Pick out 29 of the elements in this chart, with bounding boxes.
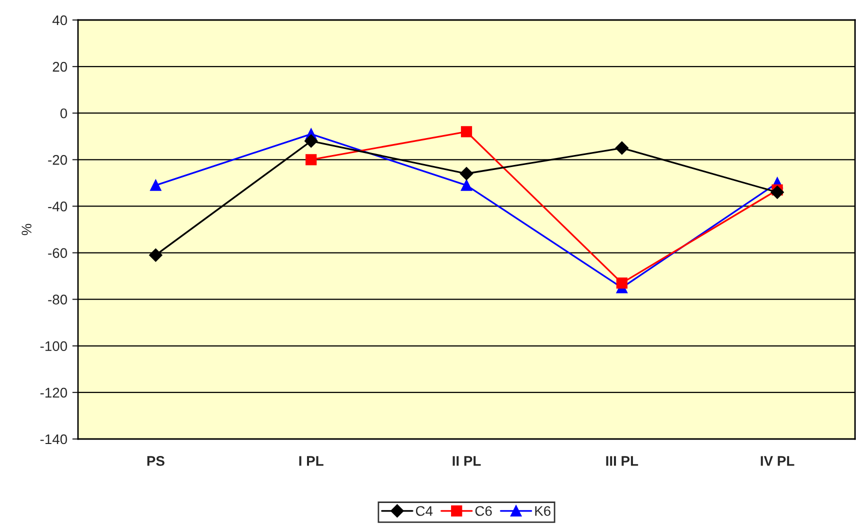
y-tick-label: 20 [52,62,68,72]
point [460,180,472,191]
point [615,141,628,155]
x-tick-label: IV PL [760,456,794,466]
y-tick-label: -40 [48,202,68,212]
y-tick-label: -120 [40,388,68,398]
point [460,167,474,180]
y-axis-title: % [22,224,32,236]
point [150,180,162,191]
y-tick-label: 40 [52,15,68,26]
point [304,134,318,148]
legend-label: C4 [416,506,433,516]
y-tick-label: -60 [48,248,68,258]
y-tick-label: 0 [60,108,68,118]
legend-label: C6 [475,506,492,516]
x-tick-label: I PL [299,456,324,466]
legend-label: K6 [535,506,550,516]
y-tick-label: -20 [48,155,68,165]
y-tick-label: -140 [40,434,68,444]
point [460,126,472,138]
x-tick-label: III PL [606,456,638,466]
point [149,248,162,262]
point [616,277,628,289]
y-tick-label: -80 [48,294,68,305]
point [770,186,784,199]
x-tick-label: PS [147,456,164,466]
x-tick-label: II PL [452,456,481,466]
point [306,154,317,166]
y-tick-label: -100 [40,341,68,352]
